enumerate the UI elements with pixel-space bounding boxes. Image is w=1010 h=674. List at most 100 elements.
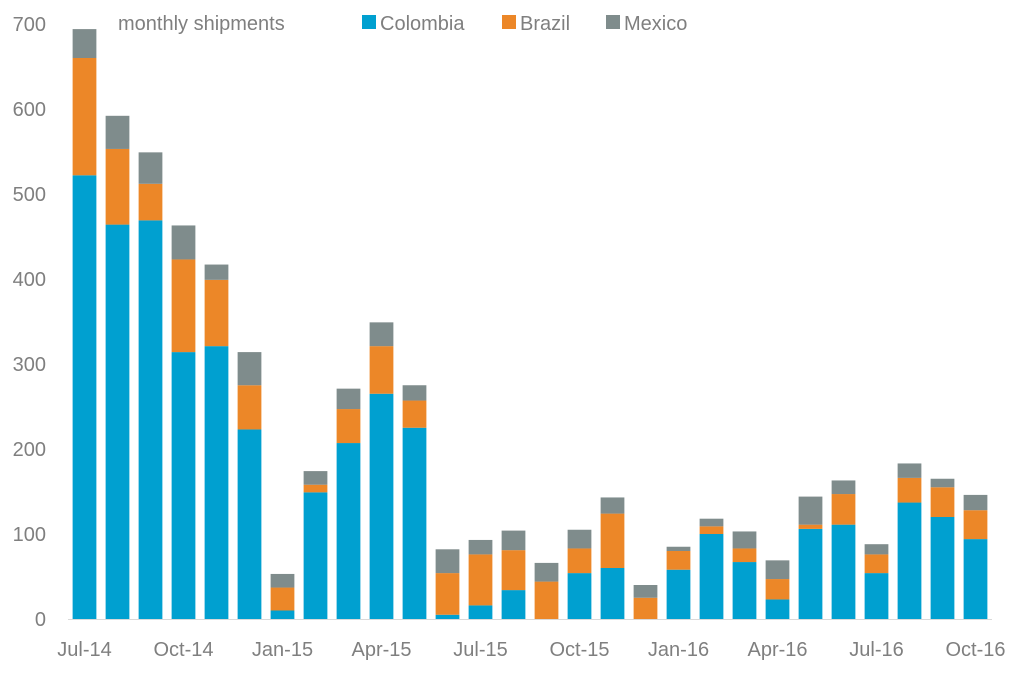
bar-brazil-Dec-15 (633, 597, 658, 619)
x-tick-label: Jul-14 (57, 639, 111, 661)
bar-mexico-Aug-14 (105, 115, 130, 149)
bar-mexico-Feb-15 (303, 471, 328, 485)
bar-brazil-Apr-15 (369, 346, 394, 394)
bar-mexico-Jul-16 (864, 544, 889, 555)
bar-colombia-Jan-15 (270, 610, 295, 619)
bar-brazil-Aug-14 (105, 148, 130, 225)
bar-colombia-Jul-15 (468, 605, 493, 619)
bar-brazil-Sep-15 (534, 581, 559, 619)
bar-colombia-Mar-15 (336, 443, 361, 619)
bar-colombia-Feb-15 (303, 492, 328, 619)
bar-colombia-Sep-16 (930, 517, 955, 619)
x-axis-ticks: Jul-14 Oct-14 Jan-15 Apr-15 Jul-15 Oct-15 Jan-… (57, 639, 1005, 661)
bar-mexico-Apr-15 (369, 322, 394, 347)
bar-colombia-Sep-14 (138, 220, 163, 619)
y-tick-label: 100 (13, 524, 46, 546)
bar-mexico-Sep-14 (138, 152, 163, 184)
x-tick-label: Oct-15 (549, 639, 609, 661)
bar-mexico-Jan-15 (270, 573, 295, 588)
bar-colombia-Jun-16 (831, 524, 856, 619)
x-tick-label: Oct-14 (153, 639, 213, 661)
bar-colombia-Oct-16 (963, 539, 988, 619)
bar-mexico-Mar-16 (732, 531, 757, 549)
bar-brazil-Jul-14 (72, 58, 97, 176)
bar-mexico-Aug-16 (897, 463, 922, 478)
chart-title: monthly shipments (118, 13, 285, 35)
bar-colombia-Jun-15 (435, 614, 460, 619)
bar-mexico-Jun-15 (435, 549, 460, 574)
y-tick-label: 500 (13, 184, 46, 206)
x-tick-label: Jul-16 (849, 639, 903, 661)
bar-colombia-Apr-15 (369, 393, 394, 619)
bar-brazil-Feb-16 (699, 526, 724, 534)
bar-colombia-Jul-16 (864, 573, 889, 619)
bar-colombia-Aug-16 (897, 502, 922, 619)
bar-mexico-Apr-16 (765, 560, 790, 580)
bar-brazil-Jul-15 (468, 554, 493, 606)
bar-colombia-Jan-16 (666, 569, 691, 619)
y-tick-label: 400 (13, 269, 46, 291)
bar-brazil-May-15 (402, 400, 427, 428)
bar-mexico-Oct-14 (171, 225, 196, 260)
y-tick-label: 200 (13, 439, 46, 461)
y-tick-label: 600 (13, 99, 46, 121)
bar-brazil-Oct-15 (567, 548, 592, 574)
x-tick-label: Jan-16 (648, 639, 709, 661)
bar-mexico-Dec-15 (633, 585, 658, 598)
legend: monthly shipments Colombia Brazil Mexico (118, 13, 687, 35)
legend-swatch-mexico (606, 15, 620, 29)
legend-label-colombia: Colombia (380, 13, 465, 35)
bar-mexico-May-15 (402, 385, 427, 401)
bar-mexico-Dec-14 (237, 352, 262, 386)
bar-colombia-May-15 (402, 427, 427, 619)
bar-colombia-Aug-14 (105, 224, 130, 619)
bar-brazil-Sep-14 (138, 183, 163, 221)
bar-brazil-Feb-15 (303, 484, 328, 493)
bar-mexico-Jul-14 (72, 29, 97, 58)
y-tick-label: 700 (13, 14, 46, 36)
bar-brazil-Oct-14 (171, 259, 196, 353)
bar-brazil-Mar-16 (732, 548, 757, 563)
x-tick-label: Apr-16 (747, 639, 807, 661)
bar-brazil-Aug-15 (501, 550, 526, 591)
bar-mexico-May-16 (798, 496, 823, 525)
bar-mexico-Jul-15 (468, 539, 493, 555)
bar-colombia-May-16 (798, 528, 823, 619)
bar-colombia-Nov-14 (204, 346, 229, 619)
x-tick-label: Jan-15 (252, 639, 313, 661)
bar-brazil-Mar-15 (336, 409, 361, 444)
bar-colombia-Feb-16 (699, 534, 724, 619)
legend-label-brazil: Brazil (520, 13, 570, 35)
bar-brazil-May-16 (798, 524, 823, 529)
y-axis-ticks: 0 100 200 300 400 500 600 700 (13, 14, 46, 631)
bar-brazil-Jun-15 (435, 573, 460, 615)
bar-mexico-Nov-15 (600, 497, 625, 514)
bar-colombia-Oct-15 (567, 573, 592, 619)
bar-brazil-Oct-16 (963, 510, 988, 540)
y-tick-label: 300 (13, 354, 46, 376)
bar-mexico-Jan-16 (666, 546, 691, 551)
x-tick-label: Apr-15 (351, 639, 411, 661)
bar-brazil-Jun-16 (831, 494, 856, 525)
x-tick-label: Jul-15 (453, 639, 507, 661)
bar-mexico-Mar-15 (336, 388, 361, 410)
bar-colombia-Oct-14 (171, 352, 196, 619)
bar-mexico-Oct-15 (567, 529, 592, 549)
y-tick-label: 0 (35, 609, 46, 631)
bar-brazil-Sep-16 (930, 487, 955, 517)
bar-colombia-Aug-15 (501, 590, 526, 619)
bar-brazil-Aug-16 (897, 477, 922, 503)
bar-brazil-Jul-16 (864, 554, 889, 574)
bar-colombia-Nov-15 (600, 568, 625, 619)
bar-colombia-Mar-16 (732, 562, 757, 619)
bar-colombia-Apr-16 (765, 599, 790, 619)
bar-brazil-Nov-14 (204, 279, 229, 347)
legend-label-mexico: Mexico (624, 13, 687, 35)
bar-brazil-Nov-15 (600, 513, 625, 568)
bar-mexico-Nov-14 (204, 264, 229, 280)
bar-mexico-Oct-16 (963, 494, 988, 511)
bar-mexico-Jun-16 (831, 480, 856, 495)
bar-brazil-Jan-15 (270, 587, 295, 611)
bar-mexico-Sep-15 (534, 562, 559, 582)
